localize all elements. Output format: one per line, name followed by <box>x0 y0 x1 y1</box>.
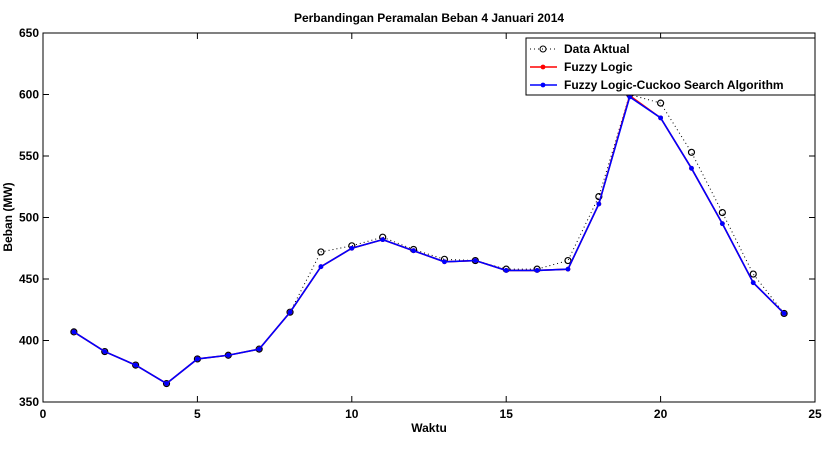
data-point <box>70 328 78 336</box>
data-point <box>101 347 109 356</box>
y-tick-label: 550 <box>19 149 39 163</box>
data-point <box>534 267 540 273</box>
data-point <box>195 356 200 362</box>
data-point <box>503 267 509 273</box>
data-point <box>627 94 633 100</box>
legend: Data Aktual Fuzzy Logic Fuzzy Logic-Cuckoo… <box>525 37 816 96</box>
data-point <box>71 329 77 335</box>
data-point <box>318 264 324 270</box>
y-tick-label: 600 <box>19 88 39 102</box>
legend-label: Fuzzy Logic-Cuckoo Search Algorithm <box>564 78 784 92</box>
y-tick-label: 450 <box>19 272 39 286</box>
data-point <box>411 248 416 254</box>
data-point <box>102 349 108 354</box>
data-point <box>718 208 726 217</box>
data-point <box>164 381 169 386</box>
data-point <box>750 280 756 286</box>
data-point <box>317 248 325 256</box>
data-point <box>689 165 694 171</box>
y-tick-label: 400 <box>19 334 39 348</box>
x-tick-label: 10 <box>345 407 359 421</box>
legend-marker <box>540 64 546 70</box>
data-point <box>133 362 139 368</box>
data-point <box>162 379 171 388</box>
data-point <box>749 270 757 278</box>
y-tick-label: 650 <box>19 26 39 40</box>
x-tick-label: 20 <box>654 407 668 421</box>
data-point <box>687 148 696 156</box>
data-point <box>596 201 602 207</box>
data-point <box>719 221 725 227</box>
data-point <box>132 361 140 369</box>
legend-marker <box>539 45 547 53</box>
data-point <box>442 259 447 265</box>
data-point <box>349 245 355 251</box>
x-tick-label: 15 <box>500 407 514 421</box>
y-tick-label: 500 <box>19 211 39 225</box>
data-point <box>286 308 294 316</box>
x-axis-label: Waktu <box>411 421 447 435</box>
data-point <box>595 192 603 201</box>
data-point <box>781 311 787 316</box>
legend-label: Fuzzy Logic <box>564 60 633 74</box>
data-point <box>565 266 571 272</box>
data-point <box>656 99 665 107</box>
data-point <box>380 237 386 243</box>
x-tick-label: 0 <box>40 407 47 421</box>
legend-marker <box>540 82 546 88</box>
series-line-2 <box>73 95 785 385</box>
data-point <box>256 346 262 352</box>
y-axis-label: Beban (MW) <box>1 182 15 251</box>
legend-label: Data Aktual <box>564 42 630 56</box>
x-tick-label: 25 <box>808 407 822 421</box>
data-point <box>225 352 231 358</box>
data-point <box>564 256 572 265</box>
x-tick-label: 5 <box>194 407 201 421</box>
y-tick-label: 350 <box>19 395 39 409</box>
chart-title: Perbandingan Peramalan Beban 4 Januari 2… <box>294 11 564 25</box>
data-point <box>658 115 663 121</box>
data-point <box>472 258 478 263</box>
legend-box <box>525 37 816 96</box>
data-point <box>780 309 788 318</box>
data-point <box>287 309 293 315</box>
